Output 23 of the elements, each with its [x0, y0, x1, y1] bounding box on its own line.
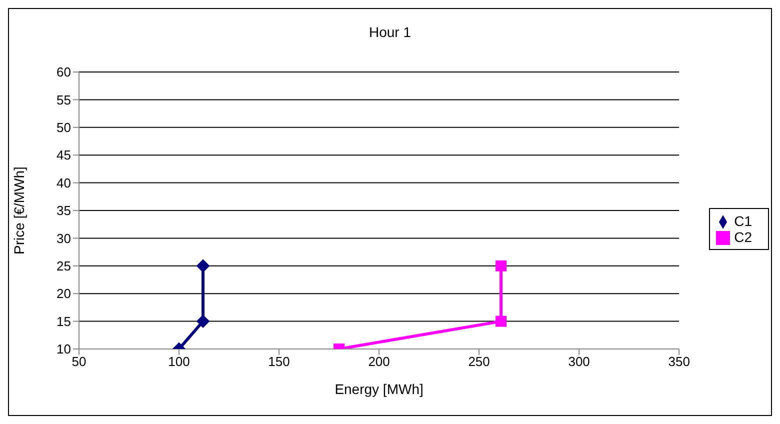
y-tick-label: 10 [56, 342, 71, 357]
chart-title: Hour 1 [368, 24, 412, 42]
x-tick-label: 200 [368, 354, 390, 370]
x-axis-title: Energy [MWh] [334, 381, 424, 397]
x-tick-label: 50 [72, 354, 86, 370]
x-tick-label: 150 [268, 354, 290, 370]
y-tick-label: 45 [56, 148, 71, 163]
y-tick-label: 50 [56, 120, 71, 136]
y-tick-label: 15 [56, 314, 71, 329]
y-tick-label: 60 [56, 64, 71, 80]
legend-label: C1 [734, 212, 752, 229]
y-tick-label: 20 [56, 286, 71, 302]
x-tick-label: 100 [168, 354, 190, 370]
legend-label: C2 [734, 229, 752, 245]
y-tick-label: 35 [56, 203, 71, 218]
y-axis-title: Price [€/MWh] [10, 166, 27, 254]
y-tick-label: 55 [56, 92, 71, 108]
x-tick-label: 300 [568, 354, 590, 370]
x-tick-label: 350 [668, 354, 690, 370]
y-tick-label: 40 [56, 175, 71, 190]
x-tick-label: 250 [468, 354, 490, 370]
y-tick-label: 25 [56, 258, 71, 274]
y-tick-label: 30 [56, 230, 71, 246]
